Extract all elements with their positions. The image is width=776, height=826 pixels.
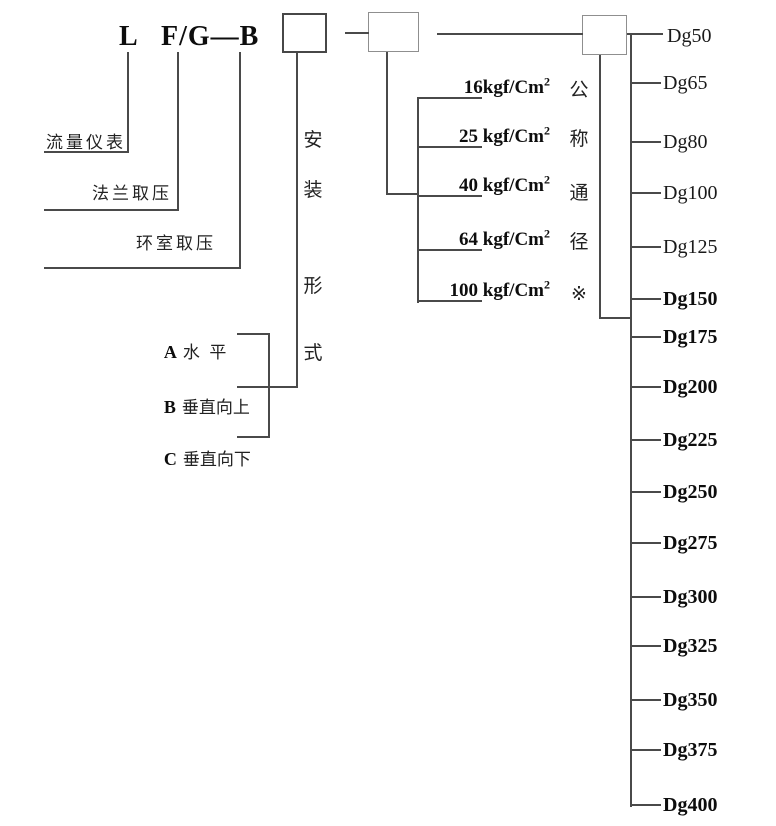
install-form-char-1: 安: [303, 130, 323, 151]
pressure-100: 100 kgf/Cm2: [449, 277, 550, 301]
code-letter-l: L: [119, 21, 139, 52]
dg-tick: [630, 192, 661, 194]
dg-tick: [630, 386, 661, 388]
install-form-char-4: 式: [303, 343, 323, 364]
pressure-16: 16kgf/Cm2: [463, 74, 550, 98]
diameter-reference-mark: ※: [571, 284, 587, 305]
dg-label: Dg350: [663, 689, 718, 711]
flow-meter-underline: [44, 151, 129, 153]
option-b-connector-line: [237, 386, 298, 388]
dg-tick: [630, 645, 661, 647]
option-c-label: 垂直向下: [182, 450, 251, 469]
dg-tick: [630, 439, 661, 441]
box1-leader-line: [296, 53, 298, 388]
code-letters-fgb: F/G—B: [161, 21, 260, 52]
options-branch-line: [268, 333, 270, 438]
dg-tick: [630, 596, 661, 598]
diameter-feed-line: [599, 317, 632, 319]
diameter-header-char-4: 径: [569, 232, 589, 253]
pressure-row-line: [417, 146, 482, 148]
dg-label: Dg175: [663, 326, 718, 348]
diameter-header-char-3: 通: [569, 183, 589, 204]
pressure-row-line: [417, 97, 482, 99]
dg-tick: [630, 246, 661, 248]
code-l-leader-line: [127, 52, 129, 153]
dg-label: Dg80: [663, 131, 708, 153]
code-box-2: [368, 12, 419, 52]
dg-label: Dg150: [663, 288, 718, 310]
pressure-row-line: [417, 300, 482, 302]
box3-dg50-connector-line: [627, 33, 663, 35]
dg-tick: [630, 82, 661, 84]
box2-leader-line: [386, 52, 388, 195]
option-b-label: 垂直向上: [181, 398, 250, 417]
pressure-branch-line: [417, 97, 419, 303]
dg-tick: [630, 804, 661, 806]
diameter-header-char-2: 称: [569, 129, 589, 150]
flange-tap-underline: [44, 209, 179, 211]
install-form-char-2: 装: [303, 180, 323, 201]
dg-label: Dg275: [663, 532, 718, 554]
flange-tap-label: 法兰取压: [92, 184, 172, 203]
option-a-connector-line: [237, 333, 270, 335]
dg-tick: [630, 542, 661, 544]
dg-tick: [630, 491, 661, 493]
install-form-char-3: 形: [303, 276, 323, 297]
pressure-row-line: [417, 195, 482, 197]
box1-box2-connector-line: [345, 32, 369, 34]
box3-leader-line: [599, 55, 601, 319]
option-b-code: B: [163, 397, 176, 417]
pressure-40: 40 kgf/Cm2: [459, 172, 550, 196]
code-b-leader-line: [239, 52, 241, 269]
dg-label: Dg250: [663, 481, 718, 503]
dg-label: Dg125: [663, 236, 718, 258]
dg-tick: [630, 699, 661, 701]
flow-meter-label: 流量仪表: [46, 133, 126, 152]
ring-tap-label: 环室取压: [136, 234, 216, 253]
dg-label: Dg65: [663, 72, 708, 94]
dg-label: Dg225: [663, 429, 718, 451]
diameter-header-char-1: 公: [569, 80, 589, 101]
dg-label: Dg300: [663, 586, 718, 608]
code-box-1: [282, 13, 327, 53]
dg-tick: [630, 141, 661, 143]
code-fg-leader-line: [177, 52, 179, 211]
option-c-code: C: [163, 449, 177, 469]
dg-label: Dg400: [663, 794, 718, 816]
option-a-code: A: [163, 342, 177, 362]
pressure-row-line: [417, 249, 482, 251]
dg-label: Dg325: [663, 635, 718, 657]
dg-label: Dg375: [663, 739, 718, 761]
option-c: C 垂直向下: [145, 428, 251, 491]
dg-label: Dg200: [663, 376, 718, 398]
dg-tick: [630, 749, 661, 751]
option-b: B 垂直向上: [145, 376, 250, 439]
option-c-connector-line: [237, 436, 270, 438]
dg-label: Dg100: [663, 182, 718, 204]
diameter-spine-line: [630, 33, 632, 807]
dg-tick: [630, 298, 661, 300]
code-box-3: [582, 15, 627, 55]
dg-tick: [630, 336, 661, 338]
ring-tap-underline: [44, 267, 241, 269]
pressure-25: 25 kgf/Cm2: [459, 123, 550, 147]
box2-box3-connector-line: [437, 33, 583, 35]
option-a-label: 水 平: [182, 343, 227, 362]
pressure-64: 64 kgf/Cm2: [459, 226, 550, 250]
pressure-feed-line: [386, 193, 419, 195]
dg-label: Dg50: [667, 25, 712, 47]
